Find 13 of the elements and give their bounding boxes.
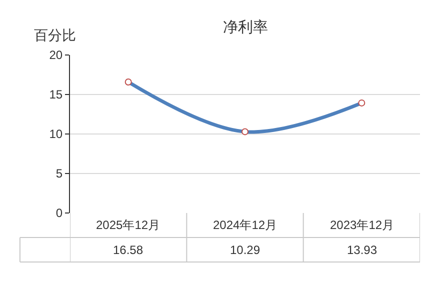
x-tick-label: 2024年12月 — [213, 218, 278, 232]
x-tick-label: 2023年12月 — [330, 218, 394, 232]
data-label: 16.58 — [113, 243, 144, 257]
data-label: 10.29 — [230, 243, 260, 257]
y-tick-label: 10 — [49, 127, 63, 142]
y-axis-title: 百分比 — [34, 27, 76, 43]
y-tick-label: 0 — [56, 206, 63, 220]
y-tick-label: 20 — [49, 48, 63, 62]
data-label: 13.93 — [347, 243, 378, 257]
chart-title: 净利率 — [223, 19, 268, 36]
y-tick-label: 15 — [49, 88, 63, 102]
x-tick-label: 2025年12月 — [96, 218, 160, 232]
y-tick-label: 5 — [56, 166, 63, 181]
